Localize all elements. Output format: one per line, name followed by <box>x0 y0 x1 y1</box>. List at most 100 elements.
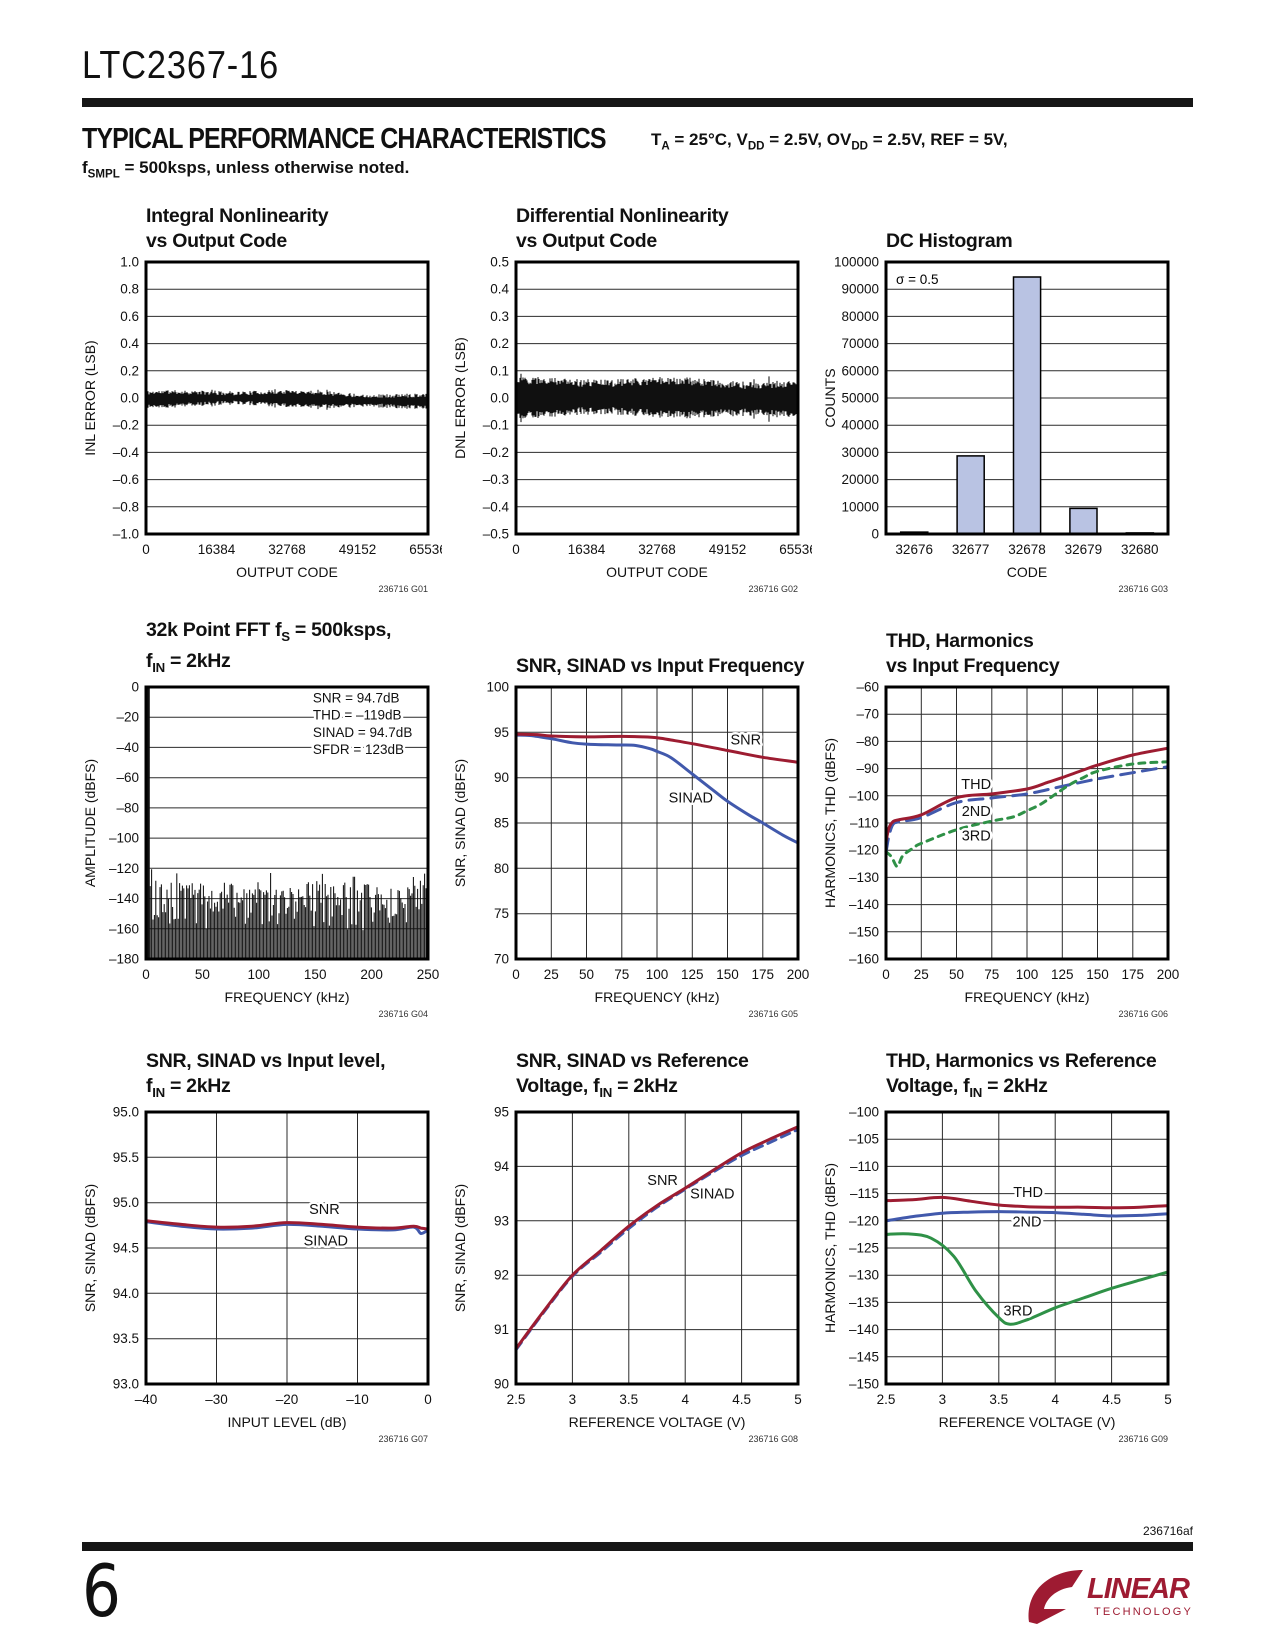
svg-text:4.5: 4.5 <box>1102 1392 1121 1407</box>
svg-text:–160: –160 <box>849 952 879 967</box>
series-label-2ND: 2ND <box>962 804 991 820</box>
svg-text:100: 100 <box>248 967 271 982</box>
series-label-2ND: 2ND <box>1012 1215 1041 1231</box>
svg-text:150: 150 <box>1086 967 1109 982</box>
svg-text:92: 92 <box>494 1268 509 1283</box>
svg-text:–140: –140 <box>849 1322 879 1337</box>
svg-text:50: 50 <box>949 967 964 982</box>
linear-technology-logo: LINEAR TECHNOLOGY <box>1021 1565 1193 1632</box>
svg-text:0.5: 0.5 <box>490 255 509 270</box>
section-title: TYPICAL PERFORMANCE CHARACTERISTICS <box>82 123 607 155</box>
svg-text:TECHNOLOGY: TECHNOLOGY <box>1094 1606 1193 1618</box>
svg-text:93: 93 <box>494 1214 509 1229</box>
svg-text:–60: –60 <box>856 680 879 695</box>
svg-text:–130: –130 <box>849 870 879 885</box>
chart-id: 236716 G05 <box>748 1009 798 1019</box>
svg-text:80: 80 <box>494 861 509 876</box>
plot-frame <box>514 685 800 961</box>
series-label-THD: THD <box>961 777 991 793</box>
plot-frame <box>144 685 430 961</box>
chart-dnl-vs-output-code: Differential Nonlinearity vs Output Code 0… <box>452 198 822 605</box>
series-THD <box>884 747 1170 844</box>
svg-text:–20: –20 <box>116 710 139 725</box>
chart-title: Integral Nonlinearity vs Output Code <box>146 205 329 253</box>
svg-text:3: 3 <box>569 1392 577 1407</box>
svg-text:150: 150 <box>716 967 739 982</box>
svg-text:75: 75 <box>984 967 999 982</box>
svg-text:16384: 16384 <box>568 542 606 557</box>
svg-text:0.1: 0.1 <box>490 364 509 379</box>
chart-id: 236716 G01 <box>378 584 428 594</box>
svg-text:90: 90 <box>494 771 509 786</box>
svg-text:32679: 32679 <box>1065 542 1103 557</box>
svg-text:–0.3: –0.3 <box>483 472 509 487</box>
chart-id: 236716 G06 <box>1118 1009 1168 1019</box>
lt-mark-icon <box>1028 1570 1083 1624</box>
histogram-bar-32678 <box>1012 276 1042 536</box>
svg-text:–130: –130 <box>849 1268 879 1283</box>
svg-text:–135: –135 <box>849 1295 879 1310</box>
svg-text:0.0: 0.0 <box>120 391 139 406</box>
svg-text:–0.1: –0.1 <box>483 418 509 433</box>
svg-text:–0.2: –0.2 <box>113 418 139 433</box>
chart-title: SNR, SINAD vs Reference Voltage, fIN = 2k… <box>516 1049 749 1100</box>
chart-id: 236716 G04 <box>378 1009 428 1019</box>
svg-text:–70: –70 <box>856 707 879 722</box>
series-2ND <box>884 765 1170 855</box>
svg-text:93.0: 93.0 <box>113 1377 139 1392</box>
svg-text:95.0: 95.0 <box>113 1196 139 1211</box>
x-axis-label: FREQUENCY (kHz) <box>225 989 350 1005</box>
svg-text:95.5: 95.5 <box>113 1150 139 1165</box>
svg-text:32677: 32677 <box>952 542 990 557</box>
svg-text:–140: –140 <box>109 891 139 906</box>
y-axis-label: INL ERROR (LSB) <box>82 341 98 456</box>
svg-text:–100: –100 <box>849 789 879 804</box>
series-label-3RD: 3RD <box>1003 1304 1032 1320</box>
x-axis-label: OUTPUT CODE <box>606 564 708 580</box>
svg-text:90: 90 <box>494 1377 509 1392</box>
chart-title: Differential Nonlinearity vs Output Code <box>516 205 729 253</box>
chart-title: THD, Harmonics vs Input Frequency <box>886 630 1060 678</box>
svg-text:–120: –120 <box>849 843 879 858</box>
svg-text:94: 94 <box>494 1159 510 1174</box>
svg-text:–0.6: –0.6 <box>113 472 139 487</box>
page-number: 6 <box>82 1549 121 1633</box>
svg-text:75: 75 <box>494 907 509 922</box>
svg-text:2.5: 2.5 <box>877 1392 896 1407</box>
svg-text:–40: –40 <box>116 740 139 755</box>
histogram-bar-32677 <box>956 455 985 536</box>
svg-text:100000: 100000 <box>834 255 879 270</box>
svg-text:–125: –125 <box>849 1241 879 1256</box>
chart-id: 236716 G09 <box>1118 1434 1168 1444</box>
y-axis-label: SNR, SINAD (dBFS) <box>452 759 468 887</box>
series-SNR <box>144 1219 430 1231</box>
fft-annotation: SINAD = 94.7dB <box>313 725 412 740</box>
plot-frame <box>514 260 800 536</box>
svg-text:95: 95 <box>494 1105 509 1120</box>
charts-grid: Integral Nonlinearity vs Output Code 1.0 0.… <box>82 198 1193 1455</box>
svg-text:–90: –90 <box>856 761 879 776</box>
chart-32k-point-fft: 32k Point FFT fS = 500ksps, fIN = 2kHz SNR… <box>82 619 452 1030</box>
plot-frame <box>144 260 430 536</box>
plot-frame <box>884 260 1170 536</box>
svg-text:1.0: 1.0 <box>120 255 139 270</box>
series-3RD <box>884 760 1170 869</box>
plot-frame <box>884 1110 1170 1386</box>
svg-text:–110: –110 <box>850 1159 879 1174</box>
page-footer: 236716af 6 LINEAR TECHNOLOGY <box>82 1524 1193 1632</box>
svg-text:32678: 32678 <box>1008 542 1046 557</box>
svg-text:30000: 30000 <box>841 445 879 460</box>
chart-snr-sinad-vs-reference-voltage: SNR, SINAD vs Reference Voltage, fIN = 2k… <box>452 1048 822 1455</box>
series-label-SNR: SNR <box>730 733 761 749</box>
plot-frame <box>144 1110 430 1386</box>
svg-text:–100: –100 <box>109 831 139 846</box>
svg-text:0: 0 <box>512 967 520 982</box>
series-SNR <box>514 1125 800 1351</box>
chart-plot-snr-sinad-vs-input-level: SNR SINAD 95.0 95.5 95.0 94.5 94.0 93.5 93.0–40 –… <box>82 1105 432 1445</box>
svg-text:10000: 10000 <box>841 500 879 515</box>
svg-text:65536: 65536 <box>409 542 442 557</box>
chart-plot-thd-harmonics-vs-input-frequency: THD 2ND 3RD –60 –70 –80 –90 –100 –110 –120 –130 –14… <box>822 680 1179 1020</box>
svg-text:50: 50 <box>195 967 210 982</box>
svg-text:95.0: 95.0 <box>113 1105 139 1120</box>
series-label-SINAD: SINAD <box>304 1234 348 1250</box>
